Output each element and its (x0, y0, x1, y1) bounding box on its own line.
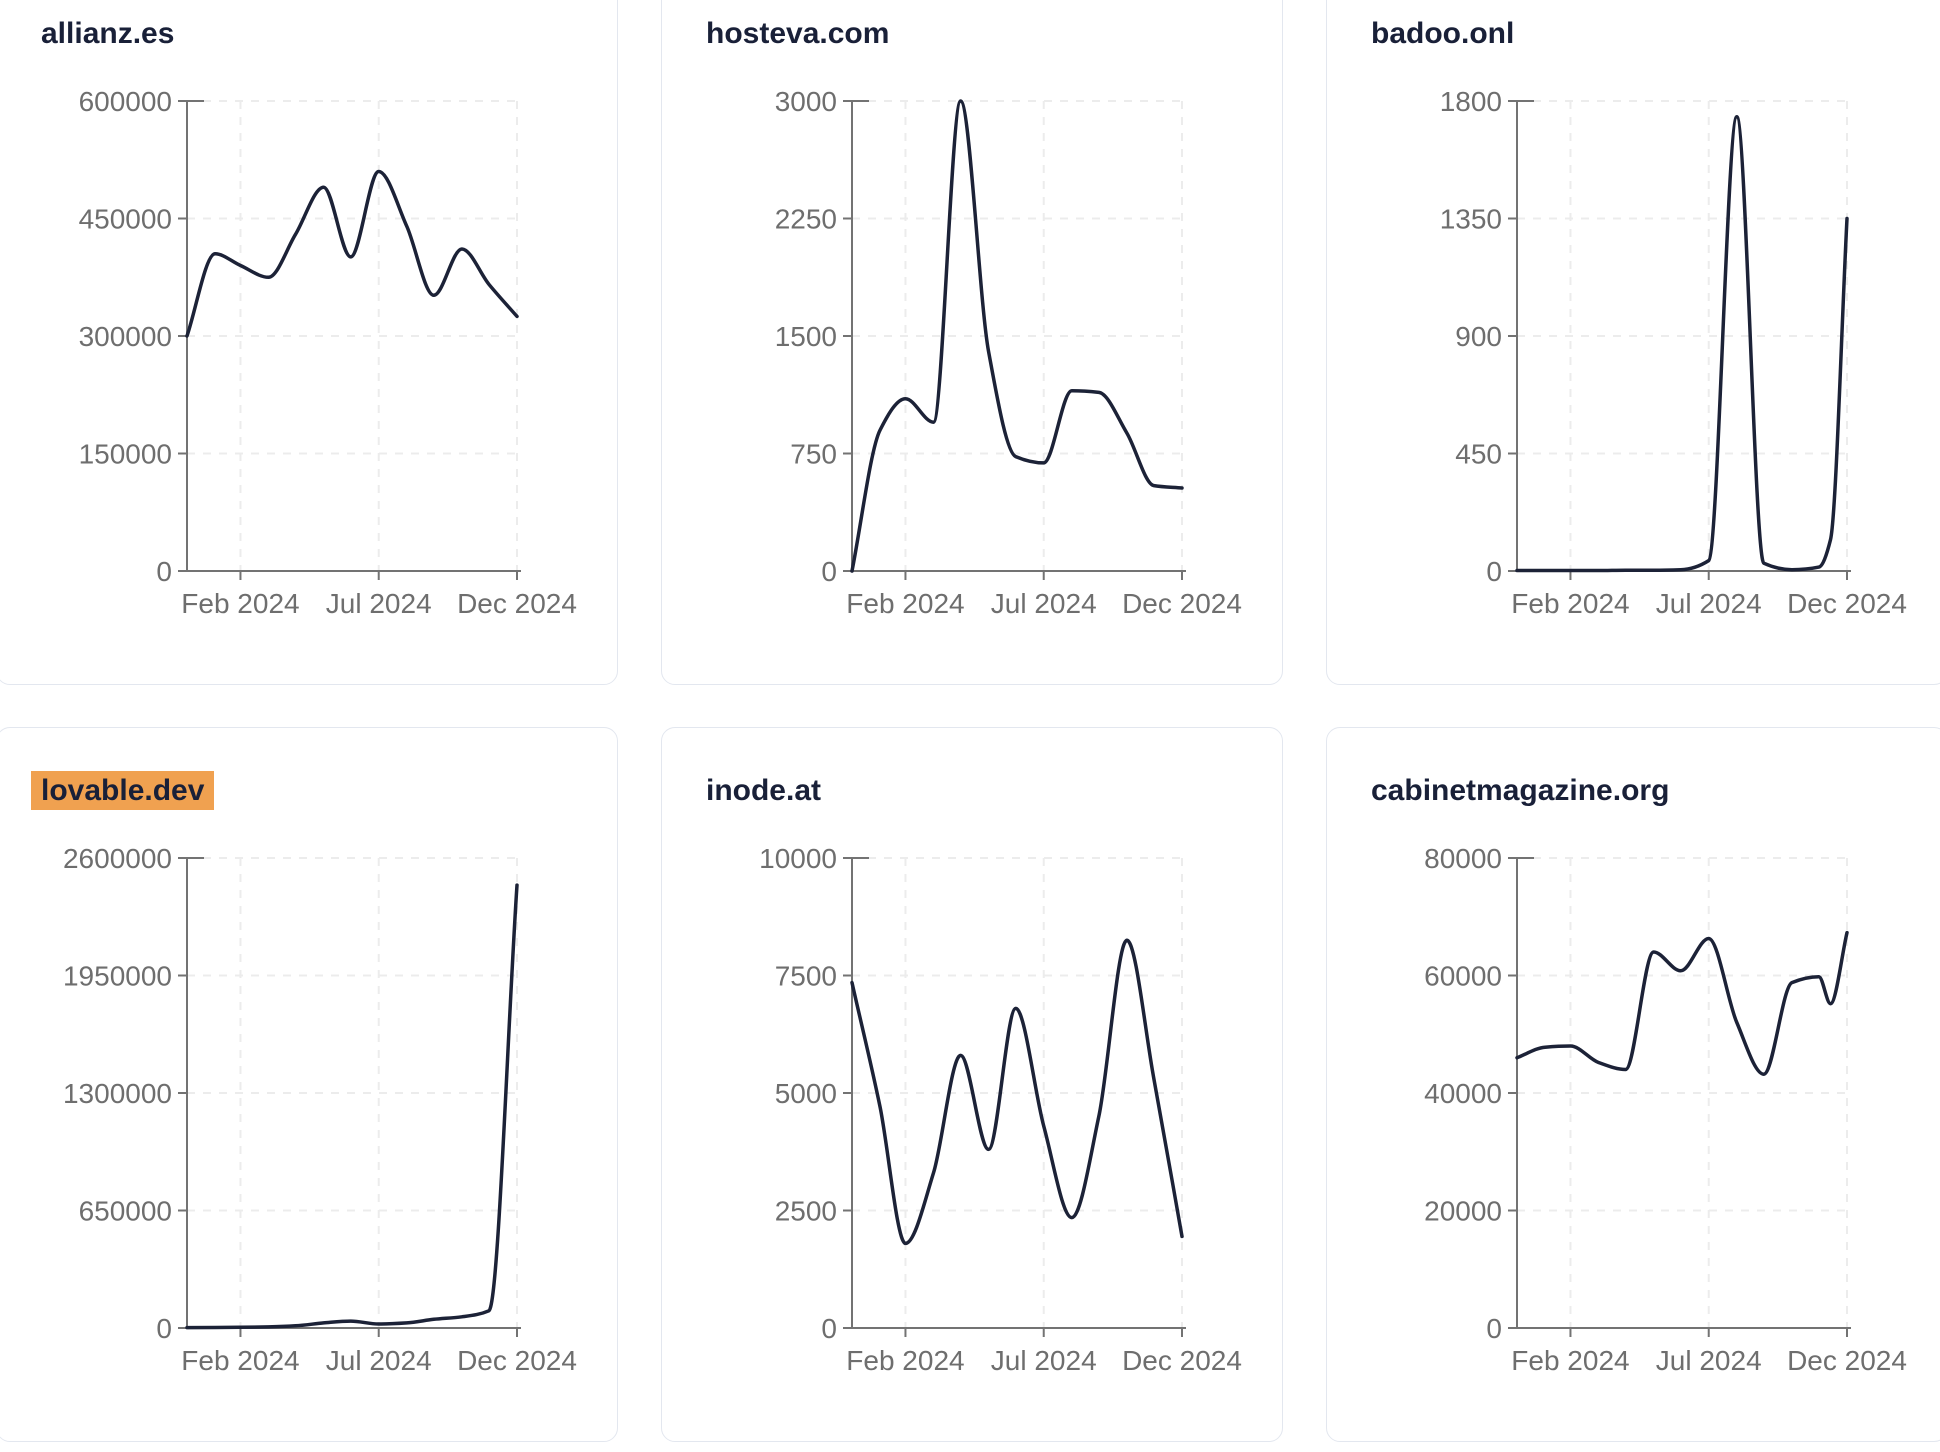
x-tick-label: Feb 2024 (1511, 1345, 1629, 1376)
traffic-chart: 0 750 1500 2250 3000 Feb 2024 Jul 2024 Dec 2024 (775, 86, 1242, 619)
traffic-chart: 0 150000 300000 450000 600000 Feb 2024 Jul 202… (79, 86, 577, 619)
domain-title-text: badoo.onl (1371, 17, 1515, 50)
domain-title: hosteva.com (706, 15, 889, 53)
domain-card[interactable]: inode.at 0 2500 5000 7500 10000 Feb 2024 Jul 2… (661, 727, 1283, 1442)
traffic-line (1515, 930, 1849, 1076)
traffic-chart: 0 450 900 1350 1800 Feb 2024 Jul 2024 Dec 2024 (1440, 86, 1907, 619)
y-tick-label: 0 (1486, 1313, 1502, 1344)
traffic-line (850, 99, 1184, 573)
x-tick-label: Dec 2024 (1122, 1345, 1242, 1376)
x-tick-label: Feb 2024 (181, 1345, 299, 1376)
traffic-line (185, 169, 519, 338)
y-tick-label: 1950000 (63, 961, 172, 992)
gridlines (187, 857, 521, 1328)
domain-title: lovable.dev (31, 771, 215, 810)
x-tick-label: Jul 2024 (991, 1345, 1097, 1376)
y-tick-label: 1350 (1440, 204, 1502, 235)
gridlines (187, 100, 521, 571)
x-tick-label: Dec 2024 (1787, 588, 1907, 619)
domain-card[interactable]: badoo.onl 0 450 900 1350 1800 Feb 2024 Jul 202… (1326, 0, 1940, 685)
domain-title-text: hosteva.com (706, 17, 890, 50)
x-tick-label: Dec 2024 (1122, 588, 1242, 619)
y-tick-label: 10000 (759, 843, 837, 874)
y-tick-label: 0 (821, 556, 837, 587)
x-tick-label: Feb 2024 (1511, 588, 1629, 619)
x-tick-label: Jul 2024 (1656, 588, 1762, 619)
x-tick-label: Jul 2024 (1656, 1345, 1762, 1376)
y-tick-label: 60000 (1424, 961, 1502, 992)
gridlines (852, 857, 1186, 1328)
y-tick-label: 7500 (775, 961, 837, 992)
traffic-chart: 0 2500 5000 7500 10000 Feb 2024 Jul 2024 Dec 20… (759, 843, 1242, 1376)
traffic-line (185, 883, 519, 1330)
y-tick-label: 150000 (79, 439, 172, 470)
y-tick-label: 600000 (79, 86, 172, 117)
domain-title: allianz.es (41, 15, 174, 53)
y-tick-label: 0 (1486, 556, 1502, 587)
domain-title-text: inode.at (706, 774, 822, 807)
axes (178, 100, 521, 580)
x-tick-label: Feb 2024 (181, 588, 299, 619)
traffic-chart: 0 20000 40000 60000 80000 Feb 2024 Jul 2024 Dec… (1424, 843, 1907, 1376)
axes (1508, 100, 1851, 580)
y-tick-label: 1500 (775, 321, 837, 352)
domain-title: inode.at (706, 772, 821, 810)
y-tick-label: 450 (1455, 439, 1502, 470)
axes (1508, 857, 1851, 1337)
y-tick-label: 2600000 (63, 843, 172, 874)
traffic-line (1515, 114, 1849, 573)
axes (843, 100, 1186, 580)
gridlines (852, 100, 1186, 571)
traffic-line (850, 938, 1184, 1246)
axes (178, 857, 521, 1337)
axes (843, 857, 1186, 1337)
domain-title: cabinetmagazine.org (1371, 772, 1669, 810)
gridlines (1517, 857, 1851, 1328)
x-tick-label: Dec 2024 (457, 588, 577, 619)
x-tick-label: Dec 2024 (457, 1345, 577, 1376)
y-tick-label: 3000 (775, 86, 837, 117)
x-tick-label: Jul 2024 (326, 588, 432, 619)
x-tick-label: Feb 2024 (846, 1345, 964, 1376)
gridlines (1517, 100, 1851, 571)
domain-card[interactable]: allianz.es 0 150000 300000 450000 600000 Feb … (0, 0, 618, 685)
domain-title: badoo.onl (1371, 15, 1514, 53)
y-tick-label: 650000 (79, 1196, 172, 1227)
domain-card[interactable]: hosteva.com 0 750 1500 2250 3000 Feb 2024 Jul … (661, 0, 1283, 685)
domain-card[interactable]: cabinetmagazine.org 0 20000 40000 60000 8000… (1326, 727, 1940, 1442)
y-tick-label: 750 (790, 439, 837, 470)
y-tick-label: 20000 (1424, 1196, 1502, 1227)
y-tick-label: 40000 (1424, 1078, 1502, 1109)
domain-title-text: cabinetmagazine.org (1371, 774, 1670, 807)
x-tick-label: Jul 2024 (991, 588, 1097, 619)
y-tick-label: 900 (1455, 321, 1502, 352)
y-tick-label: 0 (821, 1313, 837, 1344)
domain-title-text: lovable.dev (31, 771, 215, 810)
x-tick-label: Feb 2024 (846, 588, 964, 619)
domain-title-text: allianz.es (41, 17, 175, 50)
x-tick-label: Dec 2024 (1787, 1345, 1907, 1376)
y-tick-label: 0 (156, 1313, 172, 1344)
y-tick-label: 2250 (775, 204, 837, 235)
x-tick-label: Jul 2024 (326, 1345, 432, 1376)
domain-card[interactable]: lovable.dev 0 650000 1300000 1950000 2600000… (0, 727, 618, 1442)
y-tick-label: 2500 (775, 1196, 837, 1227)
traffic-chart: 0 650000 1300000 1950000 2600000 Feb 2024 Jul … (63, 843, 577, 1376)
y-tick-label: 0 (156, 556, 172, 587)
y-tick-label: 80000 (1424, 843, 1502, 874)
y-tick-label: 5000 (775, 1078, 837, 1109)
y-tick-label: 300000 (79, 321, 172, 352)
y-tick-label: 1300000 (63, 1078, 172, 1109)
y-tick-label: 1800 (1440, 86, 1502, 117)
y-tick-label: 450000 (79, 204, 172, 235)
